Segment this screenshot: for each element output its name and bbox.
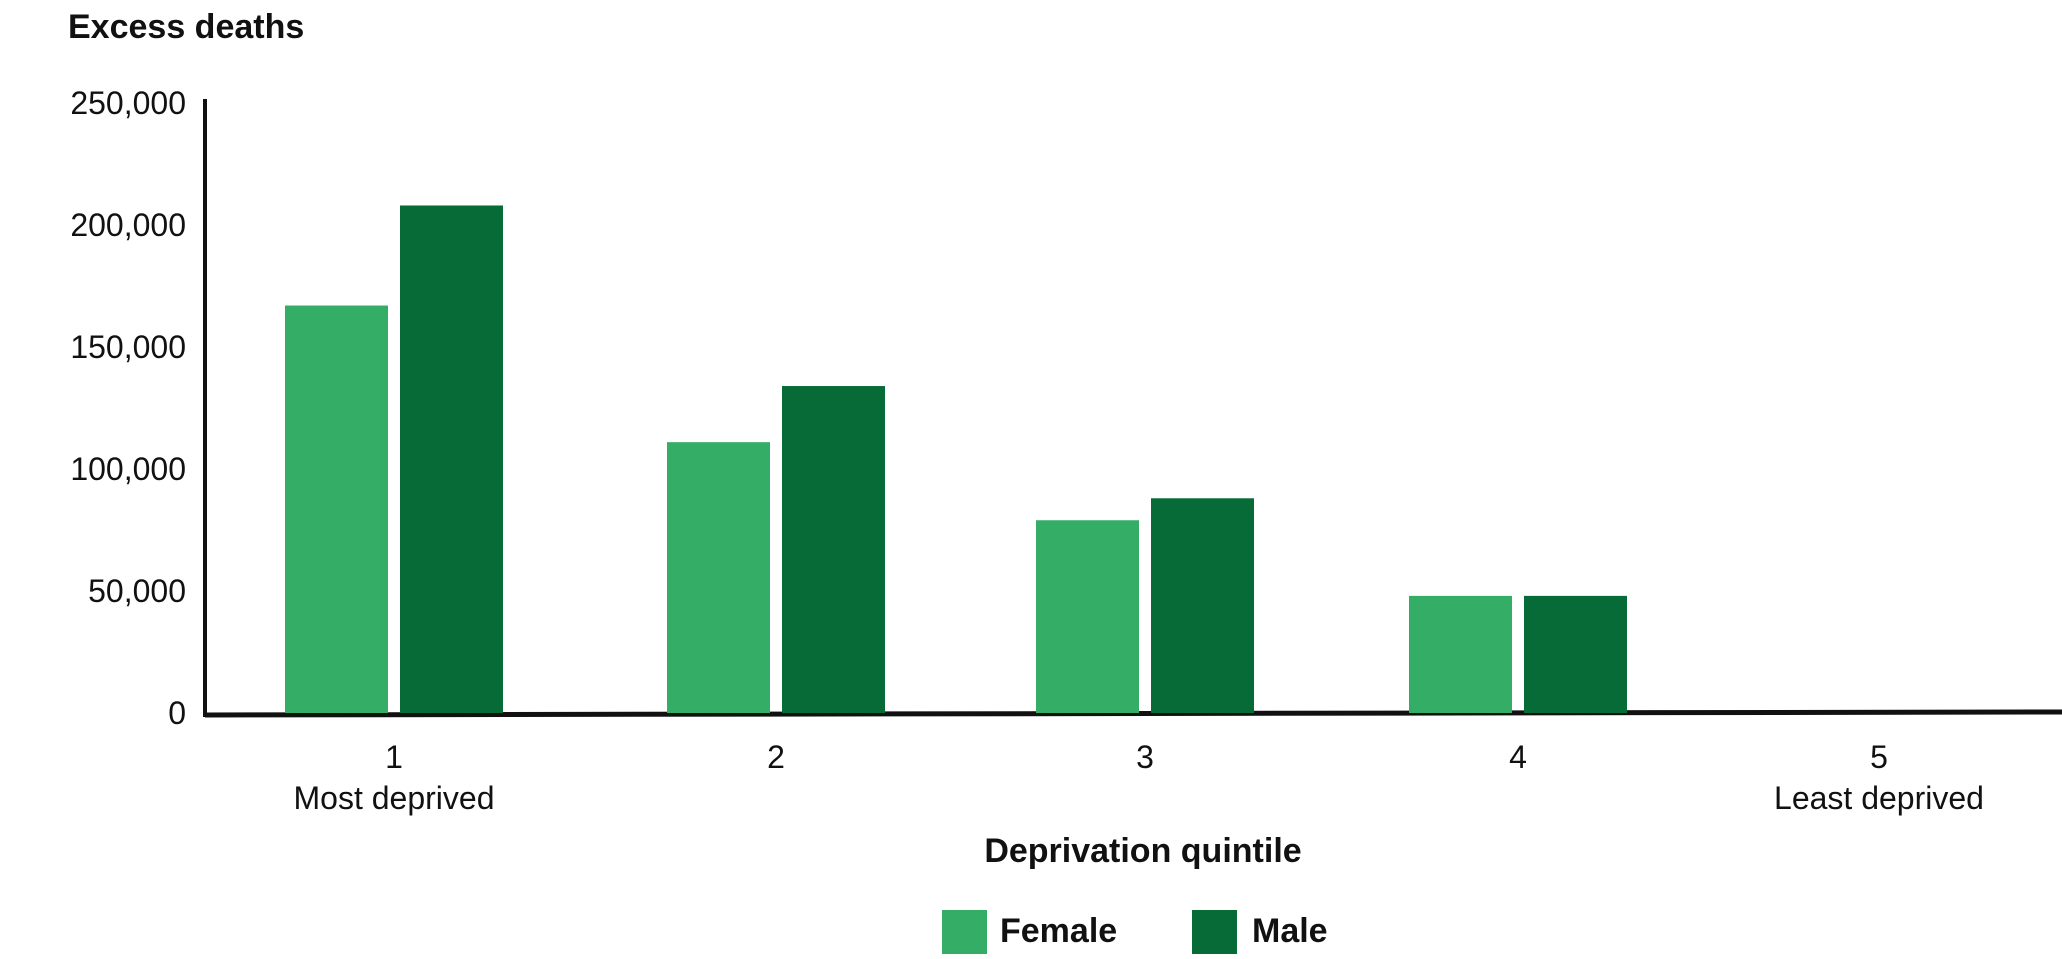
y-axis-title: Excess deaths [68,8,304,46]
x-axis-line [204,709,2062,718]
x-tick-sublabel: Most deprived [294,780,495,816]
y-tick-label: 50,000 [88,573,186,609]
y-tick-label: 200,000 [70,207,186,243]
y-tick-label: 250,000 [70,85,186,121]
bars [285,205,1627,714]
x-tick-label: 2 [767,739,785,775]
legend-label-female: Female [1000,912,1117,950]
bar-female-4 [1409,595,1512,713]
legend-label-male: Male [1252,912,1328,950]
y-tick-label: 100,000 [70,451,186,487]
bar-male-4 [1524,595,1627,713]
y-tick-label: 150,000 [70,329,186,365]
legend: Female Male [942,910,1328,954]
y-tick-label: 0 [168,695,186,731]
y-axis-ticks: 0 50,000 100,000 150,000 200,000 250,000 [70,85,186,731]
x-tick-sublabel: Least deprived [1774,780,1984,816]
x-axis-title: Deprivation quintile [984,832,1301,870]
bar-male-3 [1151,498,1254,713]
legend-swatch-male [1192,910,1237,954]
x-tick-label: 3 [1136,739,1154,775]
bar-female-1 [285,305,388,713]
bar-male-2 [782,386,885,713]
legend-swatch-female [942,910,987,954]
x-axis-ticks: 1 Most deprived 2 3 4 5 Least deprived [294,739,1984,816]
x-tick-label: 1 [385,739,403,775]
bar-male-1 [400,205,503,714]
bar-female-3 [1036,520,1139,713]
bar-female-2 [667,442,770,713]
x-tick-label: 4 [1509,739,1527,775]
x-tick-label: 5 [1870,739,1888,775]
